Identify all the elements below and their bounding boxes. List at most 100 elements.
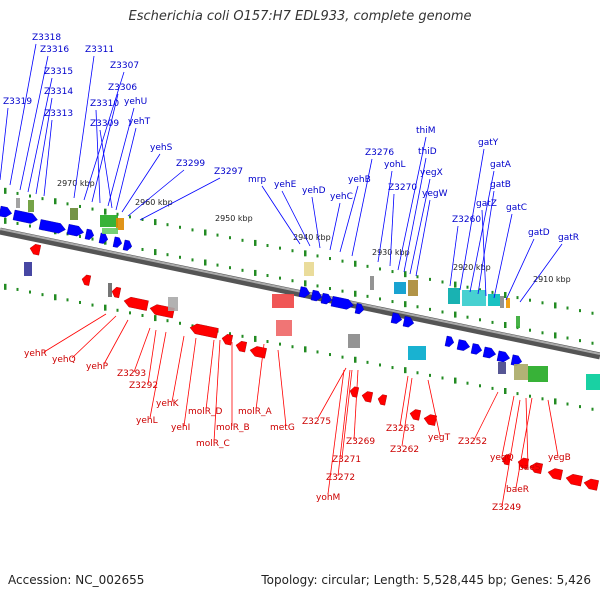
- leader-line-forward: [377, 170, 393, 263]
- tick-mark-forward-outer: [54, 198, 57, 205]
- feature-box: [506, 298, 510, 308]
- tick-mark-forward-outer: [79, 204, 81, 208]
- leader-line-reverse: [473, 391, 499, 441]
- tick-mark-reverse-outer: [116, 308, 119, 312]
- tick-mark-forward-outer: [91, 207, 94, 211]
- tick-mark-reverse-outer: [79, 300, 81, 304]
- genome-summary-text: Topology: circular; Length: 5,528,445 bp…: [261, 573, 591, 587]
- feature-box: [100, 215, 118, 227]
- gene-label-forward: yehE: [274, 180, 297, 190]
- gene-arrow-reverse: [547, 468, 563, 481]
- gene-arrow-reverse-shape: [123, 296, 149, 311]
- gene-label-reverse: Z3249: [492, 503, 521, 513]
- tick-mark-forward-inner: [91, 237, 94, 241]
- tick-mark-forward-outer: [41, 197, 44, 201]
- feature-box: [116, 218, 124, 230]
- tick-mark-reverse-outer: [454, 377, 457, 384]
- tick-mark-forward-outer: [179, 225, 181, 229]
- gene-arrow-forward: [496, 350, 511, 363]
- tick-mark-forward-inner: [379, 297, 381, 301]
- gene-arrow-reverse-shape: [361, 391, 374, 403]
- tick-mark-forward-outer: [516, 296, 519, 300]
- gene-arrow-forward: [38, 219, 66, 234]
- leader-line-forward: [415, 199, 431, 277]
- tick-mark-reverse-outer: [466, 381, 469, 385]
- tick-mark-reverse-outer: [491, 386, 494, 390]
- tick-mark-reverse-outer: [66, 298, 69, 302]
- feature-box: [168, 297, 178, 311]
- leader-line-forward: [9, 43, 37, 186]
- scale-label: 2960 kbp: [135, 198, 173, 207]
- feature-box: [488, 294, 500, 306]
- leader-line-reverse: [427, 379, 441, 437]
- gene-label-forward: gatB: [490, 180, 511, 190]
- tick-mark-forward-inner: [529, 328, 531, 332]
- gene-label-forward: yehD: [302, 186, 326, 196]
- leader-line-forward: [505, 238, 535, 301]
- gene-arrow-reverse: [361, 391, 374, 403]
- gene-label-reverse: yegQ: [490, 453, 514, 463]
- accession-text: Accession: NC_002655: [8, 573, 145, 587]
- gene-label-reverse: Z3252: [458, 437, 487, 447]
- gene-label-forward: Z3316: [40, 45, 69, 55]
- gene-label-forward: gatC: [506, 203, 527, 213]
- tick-mark-reverse-outer: [4, 283, 7, 290]
- feature-box: [276, 320, 292, 336]
- tick-mark-forward-outer: [366, 264, 369, 268]
- tick-mark-forward-inner: [554, 332, 557, 339]
- gene-arrow-forward-shape: [0, 205, 13, 218]
- gene-arrow-reverse-shape: [111, 286, 122, 299]
- leader-line-forward: [389, 193, 395, 267]
- tick-mark-forward-outer: [454, 281, 457, 288]
- gene-arrow-forward-shape: [112, 236, 123, 248]
- tick-mark-forward-outer: [391, 270, 394, 274]
- gene-label-forward: Z3309: [90, 119, 119, 129]
- gene-label-forward: Z3310: [90, 99, 119, 109]
- gene-arrow-reverse-shape: [235, 340, 248, 353]
- tick-mark-forward-outer: [491, 290, 494, 294]
- leader-line-reverse: [183, 337, 197, 427]
- tick-mark-forward-inner: [291, 279, 294, 283]
- feature-box: [16, 198, 20, 208]
- tick-mark-forward-outer: [466, 285, 469, 289]
- gene-label-reverse: yegB: [548, 453, 571, 463]
- gene-arrow-forward: [84, 228, 95, 240]
- gene-arrow-forward-shape: [298, 286, 311, 298]
- leader-line-forward: [91, 93, 119, 203]
- tick-mark-forward-inner: [16, 221, 19, 225]
- tick-mark-reverse-outer: [579, 405, 581, 409]
- leader-line-forward: [477, 190, 495, 295]
- feature-box: [24, 262, 32, 276]
- feature-box: [394, 282, 406, 294]
- gene-arrow-reverse: [189, 323, 219, 339]
- feature-box: [348, 334, 360, 348]
- tick-mark-reverse-outer: [566, 402, 569, 406]
- gene-arrow-forward: [510, 354, 523, 366]
- gene-label-forward: Z3306: [108, 83, 137, 93]
- gene-arrow-forward: [310, 289, 323, 302]
- tick-mark-reverse-outer: [291, 345, 294, 349]
- tick-mark-forward-inner: [479, 318, 481, 322]
- tick-mark-reverse-outer: [316, 350, 319, 354]
- gene-arrow-forward: [320, 292, 333, 305]
- leader-line-forward: [519, 243, 563, 303]
- leader-line-forward: [403, 157, 427, 273]
- tick-mark-forward-inner: [454, 311, 457, 318]
- gene-arrow-forward: [470, 343, 483, 355]
- tick-mark-reverse-outer: [429, 373, 431, 377]
- leader-line-forward: [73, 55, 95, 199]
- tick-mark-forward-inner: [304, 280, 307, 287]
- tick-mark-forward-outer: [541, 301, 544, 305]
- tick-mark-forward-outer: [354, 260, 357, 267]
- gene-label-reverse: yohM: [316, 493, 340, 503]
- tick-mark-reverse-outer: [191, 324, 194, 328]
- gene-arrow-forward-shape: [402, 316, 415, 328]
- gene-arrow-forward-shape: [12, 209, 38, 224]
- tick-mark-reverse-outer: [416, 371, 419, 375]
- gene-arrow-forward: [122, 239, 133, 251]
- tick-mark-reverse-outer: [404, 367, 407, 374]
- gene-label-forward: Z3297: [214, 167, 243, 177]
- feature-box: [272, 294, 294, 308]
- gene-arrow-reverse: [423, 414, 438, 426]
